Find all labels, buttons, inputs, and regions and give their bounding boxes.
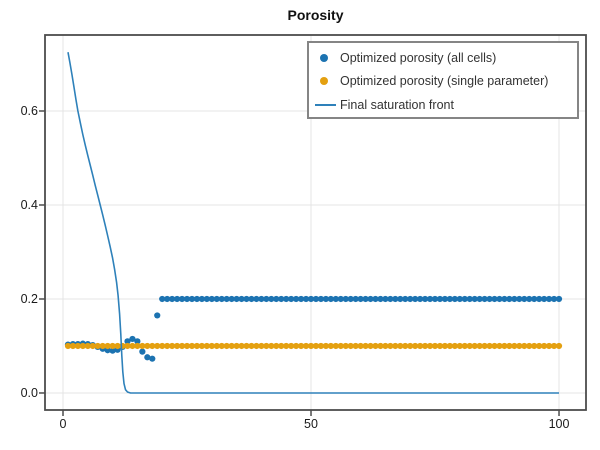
scatter-dot-icon — [320, 53, 328, 62]
legend-item-saturation-front: Final saturation front — [309, 93, 577, 117]
legend-marker-cell — [309, 53, 340, 62]
plot-frame — [44, 34, 587, 411]
x-tick-label-100: 100 — [548, 417, 570, 431]
legend-label: Final saturation front — [340, 97, 454, 112]
line-sample-icon — [315, 103, 336, 106]
series-optimized-porosity-single-parameter — [64, 342, 563, 350]
chart-title: Porosity — [287, 7, 344, 23]
x-tick-label-0: 0 — [59, 417, 67, 431]
legend-item-all-cells: Optimized porosity (all cells) — [309, 46, 577, 70]
x-tick-label-50: 50 — [304, 417, 318, 431]
y-tick-label-0.0: 0.0 — [20, 386, 38, 400]
legend-item-single-parameter: Optimized porosity (single parameter) — [309, 70, 577, 94]
series-final-saturation-front — [67, 52, 559, 394]
scatter-dot-icon — [320, 77, 328, 86]
legend-label: Optimized porosity (all cells) — [340, 50, 497, 65]
series-optimized-porosity-all-cells — [64, 295, 563, 362]
legend-label: Optimized porosity (single parameter) — [340, 74, 549, 89]
tick-marks — [39, 110, 560, 416]
legend-marker-cell — [309, 103, 340, 106]
y-tick-label-0.4: 0.4 — [20, 198, 38, 212]
legend-marker-cell — [309, 77, 340, 86]
legend: Optimized porosity (all cells) Optimized… — [307, 41, 579, 119]
y-tick-label-0.2: 0.2 — [20, 292, 38, 306]
y-tick-label-0.6: 0.6 — [20, 104, 38, 118]
